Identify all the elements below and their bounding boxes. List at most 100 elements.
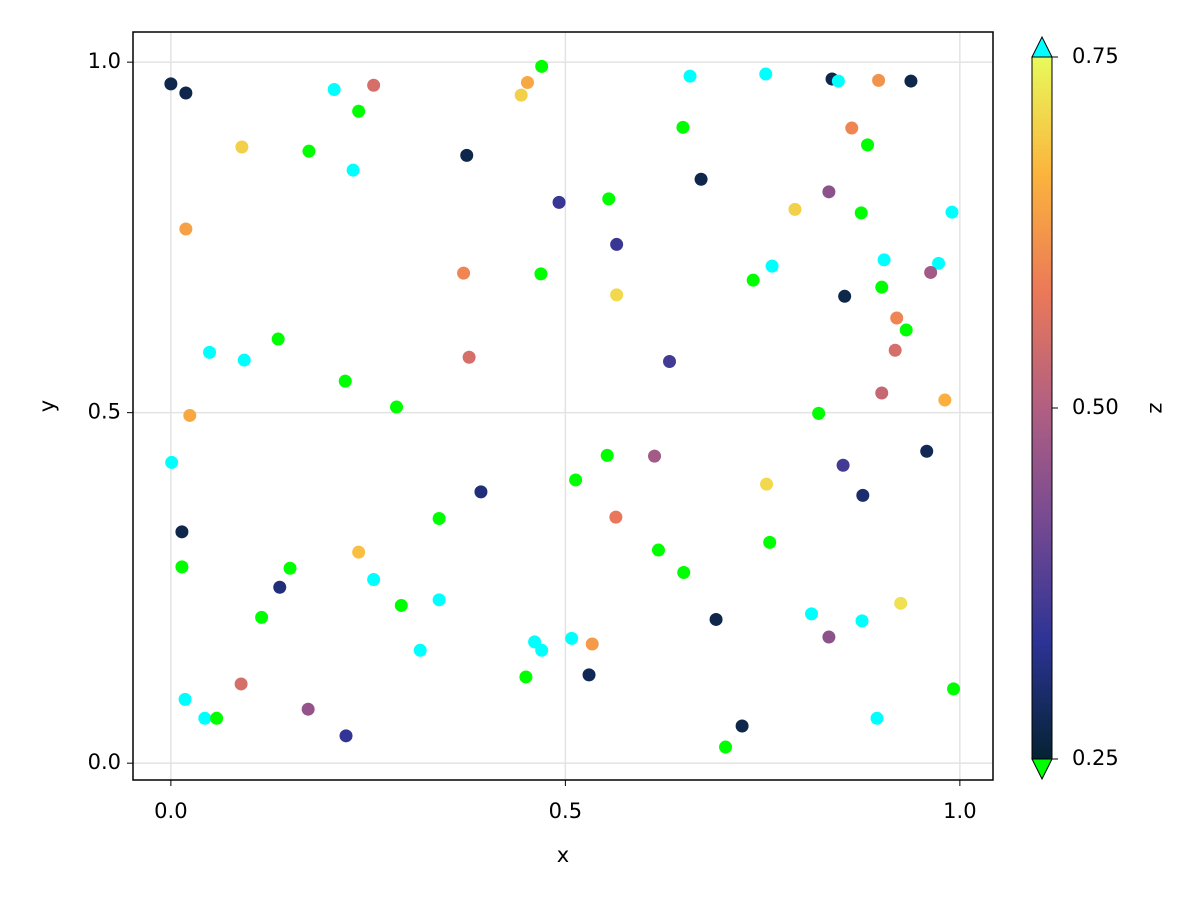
y-tick-label: 0.5 [88, 400, 121, 424]
point [920, 444, 934, 458]
colorbar-high-extend [1031, 35, 1053, 58]
point [759, 67, 773, 81]
point [938, 393, 952, 407]
point [432, 593, 446, 607]
point [805, 607, 819, 621]
point [346, 163, 360, 177]
point [870, 711, 884, 725]
point [663, 354, 677, 368]
colorbar-tick-label: 0.25 [1072, 746, 1119, 770]
point [432, 512, 446, 526]
point [838, 289, 852, 303]
point [179, 222, 193, 236]
x-tick-label: 0.0 [154, 799, 187, 823]
point [255, 610, 269, 624]
point [534, 267, 548, 281]
point [947, 682, 961, 696]
point [854, 206, 868, 220]
point [648, 449, 662, 463]
point [924, 265, 938, 279]
point [610, 237, 624, 251]
colorbar [1032, 57, 1052, 759]
point [822, 630, 836, 644]
point [875, 280, 889, 294]
point [872, 73, 886, 87]
point [694, 172, 708, 186]
point [237, 353, 251, 367]
point [367, 78, 381, 92]
point [338, 374, 352, 388]
point [352, 545, 366, 559]
point [894, 596, 908, 610]
point [301, 702, 315, 716]
x-tick-label: 0.5 [549, 799, 582, 823]
point [822, 185, 836, 199]
point [175, 525, 189, 539]
point [945, 205, 959, 219]
point [514, 88, 528, 102]
point [302, 144, 316, 158]
point [610, 288, 624, 302]
point [394, 598, 408, 612]
colorbar-tick-label: 0.50 [1072, 395, 1119, 419]
colorbar-label: z [1145, 402, 1169, 413]
point [164, 77, 178, 91]
point [198, 711, 212, 725]
y-tick-label: 1.0 [88, 49, 121, 73]
point [352, 104, 366, 118]
point [877, 253, 891, 267]
point [709, 612, 723, 626]
point [552, 195, 566, 209]
point [861, 138, 875, 152]
point [855, 614, 869, 628]
point [746, 273, 760, 287]
point [271, 332, 285, 346]
point [203, 345, 217, 359]
point [165, 455, 179, 469]
point [457, 266, 471, 280]
point [519, 670, 533, 684]
point [283, 561, 297, 575]
point [234, 677, 248, 691]
point [565, 631, 579, 645]
y-axis-label: y [35, 400, 59, 412]
point [390, 400, 404, 414]
point [327, 82, 341, 96]
point [585, 637, 599, 651]
point [788, 202, 802, 216]
point [462, 350, 476, 364]
point [765, 259, 779, 273]
point [719, 740, 733, 754]
point [474, 485, 488, 499]
point [179, 86, 193, 100]
point [932, 256, 946, 270]
point [600, 448, 614, 462]
point [676, 120, 690, 134]
point [569, 473, 583, 487]
point [856, 488, 870, 502]
y-tick-label: 0.0 [88, 750, 121, 774]
point [899, 323, 913, 337]
x-axis-label: x [557, 843, 569, 867]
point [609, 510, 623, 524]
point [763, 535, 777, 549]
point [602, 192, 616, 206]
point [831, 74, 845, 88]
x-tick-label: 1.0 [943, 799, 976, 823]
point [273, 580, 287, 594]
point [651, 543, 665, 557]
plot-area [133, 32, 993, 780]
point [875, 386, 889, 400]
point [413, 643, 427, 657]
point [535, 59, 549, 73]
point [178, 692, 192, 706]
point [683, 69, 697, 83]
point [677, 565, 691, 579]
point [339, 729, 353, 743]
point [735, 719, 749, 733]
point [760, 477, 774, 491]
point [183, 408, 197, 422]
point [812, 406, 826, 420]
